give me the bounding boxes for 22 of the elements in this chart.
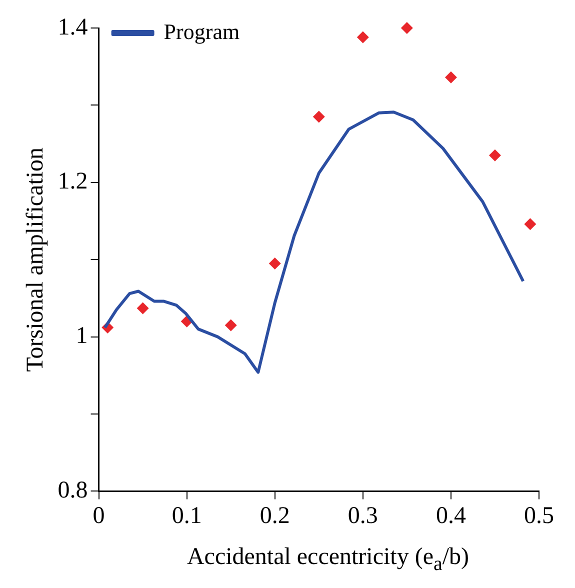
y-tick-label: 1.4 — [58, 14, 88, 40]
x-tick-label: 0.5 — [524, 502, 554, 529]
x-tick-label: 0.1 — [172, 502, 202, 529]
y-tick-label: 1.2 — [58, 168, 88, 195]
point — [400, 22, 413, 34]
x-tick-label: 0 — [92, 502, 105, 529]
x-tick-label: 0.2 — [260, 502, 290, 529]
x-tick-label: 0.4 — [436, 502, 466, 529]
y-axis-title: Torsional amplification — [22, 147, 49, 372]
y-tick-label: 0.8 — [58, 477, 88, 504]
point — [312, 110, 325, 123]
x-axis-title: Accidental eccentricity (e$_{a}$/b) — [186, 543, 470, 577]
point — [268, 257, 281, 270]
point — [356, 31, 369, 44]
legend-label: Program — [164, 18, 240, 44]
x-tick-label: 0.3 — [348, 502, 378, 529]
y-tick-label: 1 — [76, 323, 88, 350]
point — [444, 71, 457, 84]
point — [136, 302, 149, 314]
point — [224, 319, 237, 332]
point — [524, 218, 536, 230]
point — [488, 149, 501, 162]
